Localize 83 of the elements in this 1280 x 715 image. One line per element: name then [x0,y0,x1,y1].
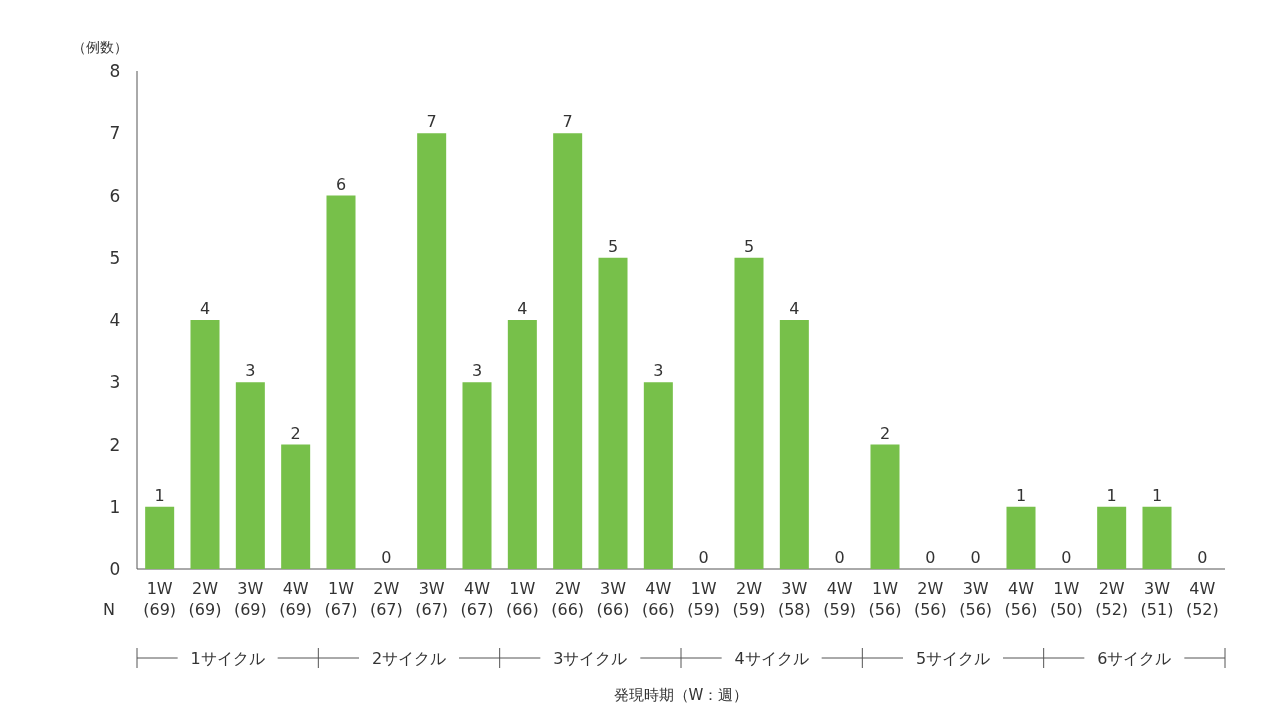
y-axis-title: （例数） [72,39,128,55]
bar [598,257,628,569]
data-label: 5 [607,236,619,256]
x-tick-label: 1W (56) [868,579,902,619]
data-label: 1 [1151,485,1163,505]
x-tick-label: 2W (52) [1095,579,1129,619]
bar [281,444,311,569]
data-label: 0 [1197,548,1208,567]
x-tick-label: 2W (56) [913,579,947,619]
x-tick-label: 3W (67) [415,579,449,619]
data-label: 3 [245,361,256,381]
bar [553,133,583,569]
x-tick-label: 4W (66) [641,579,675,619]
text: 3サイクル [553,649,628,668]
x-tick-label: 4W (59) [823,579,857,619]
bar [870,444,900,569]
x-tick-label: 1W (50) [1049,579,1083,619]
x-tick-label: 2W (59) [732,579,766,619]
data-label: 0 [925,548,936,567]
text: 2サイクル [371,649,447,668]
data-label: 7 [562,112,573,132]
x-tick-label: 4W (52) [1185,579,1219,619]
data-label: 4 [789,299,800,318]
bar [1142,506,1172,569]
x-tick-label: 3W (69) [233,579,267,619]
bar [462,382,492,569]
data-label: 0 [834,548,845,567]
y-tick-label: 6 [109,185,121,206]
bar [643,382,673,569]
bar [1006,506,1036,569]
data-label: 6 [335,174,347,194]
data-label: 7 [426,112,437,132]
text: 1サイクル [190,649,265,668]
data-label: 2 [290,423,301,443]
x-tick-label: 2W (66) [551,579,585,619]
data-label: 4 [517,299,528,318]
x-tick-label: 4W (56) [1004,579,1038,619]
data-label: 1 [1015,485,1027,505]
data-label: 2 [879,423,891,443]
x-tick-label: 3W (51) [1140,579,1174,619]
data-label: 3 [653,361,664,381]
bar [190,320,220,569]
bar [326,195,356,569]
bar [734,257,764,569]
x-tick-label: 3W (66) [596,579,630,619]
text: 6サイクル [1097,649,1172,668]
data-label: 1 [1106,485,1117,505]
x-tick-label: 2W (69) [188,579,222,619]
x-tick-label: 1W (67) [324,579,358,619]
x-tick-label: 4W (67) [460,579,494,619]
x-tick-label: 4W (69) [279,579,313,619]
bar [507,320,537,569]
x-tick-label: 1W (66) [505,579,539,619]
y-tick-label: 7 [109,123,121,144]
bar [145,506,175,569]
y-tick-label: 4 [109,310,121,330]
data-label: 0 [970,548,981,567]
y-tick-label: 1 [109,496,121,517]
y-tick-label: 0 [109,559,121,579]
x-axis-title: 発現時期（W：週） [613,686,749,704]
bar [417,133,447,569]
x-tick-label: 3W (58) [777,579,811,619]
data-label: 4 [199,299,211,318]
bar [779,320,809,569]
bar [235,382,265,569]
y-tick-label: 8 [109,61,121,81]
data-label: 0 [381,548,392,567]
x-tick-label: 1W (69) [143,579,177,619]
data-label: 0 [698,548,709,567]
x-tick-label: 3W (56) [959,579,993,619]
y-tick-label: 5 [109,247,121,268]
text: 4サイクル [734,649,809,668]
x-tick-label: 1W (59) [687,579,721,619]
data-label: 1 [154,485,165,505]
data-label: 5 [743,236,755,256]
y-tick-label: 3 [109,372,121,393]
text: N [103,600,115,619]
data-label: 3 [471,361,483,381]
y-tick-label: 2 [109,434,121,455]
bar [1097,506,1127,569]
x-tick-label: 2W (67) [369,579,403,619]
data-label: 0 [1061,548,1072,567]
text: 5サイクル [915,649,991,668]
